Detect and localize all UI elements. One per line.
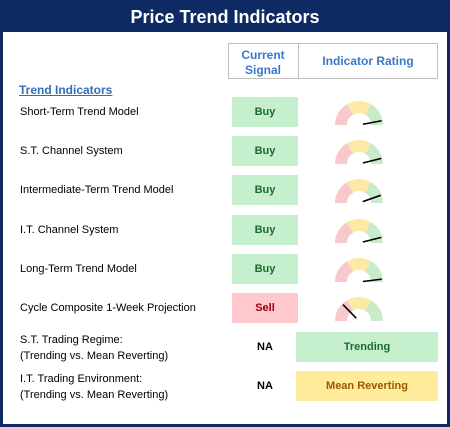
gauge-yellow-band: [347, 258, 371, 272]
regime-label-line2: (Trending vs. Mean Reverting): [20, 350, 169, 362]
gauge-icon: [335, 140, 383, 164]
regime-label-line1: S.T. Trading Regime:: [20, 334, 123, 346]
regime-label-st-trading-regime: S.T. Trading Regime: (Trending vs. Mean …: [20, 332, 168, 364]
gauge-icon: [335, 258, 383, 283]
gauge-needle: [342, 303, 357, 319]
indicator-rating-header: Indicator Rating: [322, 54, 414, 68]
gauge-needle: [362, 119, 382, 126]
trend-indicators-heading: Trend Indicators: [19, 83, 113, 97]
current-signal-header-line1: Current: [241, 48, 285, 62]
column-header-box: [228, 43, 438, 79]
gauge-icon: [335, 179, 383, 203]
gauge-red-band: [335, 261, 353, 282]
regime-rating-it: Mean Reverting: [296, 371, 438, 401]
signal-st-channel-system: Buy: [232, 136, 298, 166]
gauge-green-band: [365, 182, 383, 203]
gauge-yellow-band: [347, 179, 371, 193]
gauge-yellow-band: [347, 101, 371, 115]
gauge-needle: [362, 278, 382, 283]
gauge-icon: [335, 101, 383, 126]
regime-label-line2: (Trending vs. Mean Reverting): [20, 389, 169, 401]
row-label-long-term-trend-model: Long-Term Trend Model: [20, 263, 137, 275]
gauge-green-band: [365, 261, 383, 282]
gauge-green-band: [365, 300, 383, 321]
signal-intermediate-term-trend-model: Buy: [232, 175, 298, 205]
gauge-red-band: [335, 104, 353, 125]
row-label-st-channel-system: S.T. Channel System: [20, 145, 123, 157]
signal-cycle-composite: Sell: [232, 293, 298, 323]
signal-short-term-trend-model: Buy: [232, 97, 298, 127]
regime-signal-it: NA: [257, 380, 273, 392]
gauge-green-band: [365, 104, 383, 125]
gauge-yellow-band: [347, 140, 371, 154]
row-label-short-term-trend-model: Short-Term Trend Model: [20, 106, 139, 118]
row-label-it-channel-system: I.T. Channel System: [20, 224, 119, 236]
gauge-icon: [335, 219, 383, 243]
signal-long-term-trend-model: Buy: [232, 254, 298, 284]
gauge-needle: [362, 236, 382, 243]
regime-label-it-trading-environment: I.T. Trading Environment: (Trending vs. …: [20, 371, 168, 403]
gauge-yellow-band: [347, 219, 371, 233]
row-label-intermediate-term-trend-model: Intermediate-Term Trend Model: [20, 184, 174, 196]
current-signal-header: Current Signal: [228, 48, 298, 78]
regime-signal-st: NA: [257, 341, 273, 353]
gauge-needle: [362, 157, 382, 164]
header-divider: [298, 44, 299, 78]
row-label-cycle-composite: Cycle Composite 1-Week Projection: [20, 302, 196, 314]
gauge-needle: [362, 194, 381, 203]
gauge-red-band: [335, 300, 353, 321]
gauge-red-band: [335, 143, 353, 164]
gauge-icon: [335, 297, 383, 321]
regime-rating-st: Trending: [296, 332, 438, 362]
current-signal-header-line2: Signal: [244, 63, 281, 77]
regime-label-line1: I.T. Trading Environment:: [20, 373, 143, 385]
gauge-red-band: [335, 182, 353, 203]
panel-title: Price Trend Indicators: [3, 3, 447, 32]
signal-it-channel-system: Buy: [232, 215, 298, 245]
gauge-red-band: [335, 222, 353, 243]
gauge-yellow-band: [347, 297, 371, 311]
